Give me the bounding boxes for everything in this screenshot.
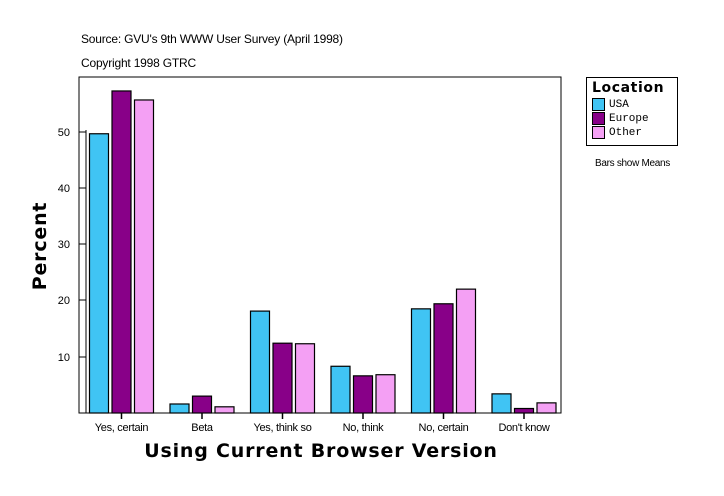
bars-show-means-note: Bars show Means [595,158,670,169]
legend-title: Location [592,80,665,96]
plot-area [78,76,562,414]
x-tick-label: Yes, think so [253,422,311,434]
bar-usa [491,393,512,414]
y-tick-label: 30 [58,239,70,251]
bar-europe [111,90,132,414]
bar-europe [513,407,535,414]
bar-usa [169,403,190,414]
bar-other [294,343,316,414]
legend-item-other: Other [592,126,642,139]
legend-label: Other [609,126,643,139]
bar-usa [410,308,432,414]
x-tick-label: Don't know [498,422,549,434]
legend-swatch-other [592,126,605,139]
legend: Location USA Europe Other [586,77,678,146]
bar-usa [330,365,351,414]
y-tick-label: 20 [58,295,70,307]
legend-label: USA [609,98,629,111]
legend-item-usa: USA [592,98,629,111]
x-tick-label: Beta [191,422,214,434]
bar-other [536,402,557,414]
legend-swatch-usa [592,98,605,111]
bar-other [375,374,396,414]
y-tick-label: 40 [58,183,70,195]
x-tick-label: No, think [343,422,385,434]
bar-europe [433,303,454,414]
legend-label: Europe [609,112,649,125]
bar-other [133,99,155,414]
legend-item-europe: Europe [592,112,649,125]
y-tick-label: 10 [58,352,70,364]
bar-other [214,406,235,414]
x-axis-title: Using Current Browser Version [144,440,497,462]
bar-usa [88,133,110,414]
source-caption: Source: GVU's 9th WWW User Survey (April… [81,32,343,46]
bar-europe [272,342,293,414]
y-tick-label: 50 [58,127,70,139]
x-tick-label: Yes, certain [95,422,149,434]
bar-europe [352,375,374,414]
copyright-caption: Copyright 1998 GTRC [81,56,196,70]
y-axis-title: Percent [29,202,51,291]
bar-other [455,288,477,414]
legend-swatch-europe [592,112,605,125]
x-tick-label: No, certain [419,422,469,434]
bar-usa [249,310,271,414]
bar-europe [191,395,213,414]
